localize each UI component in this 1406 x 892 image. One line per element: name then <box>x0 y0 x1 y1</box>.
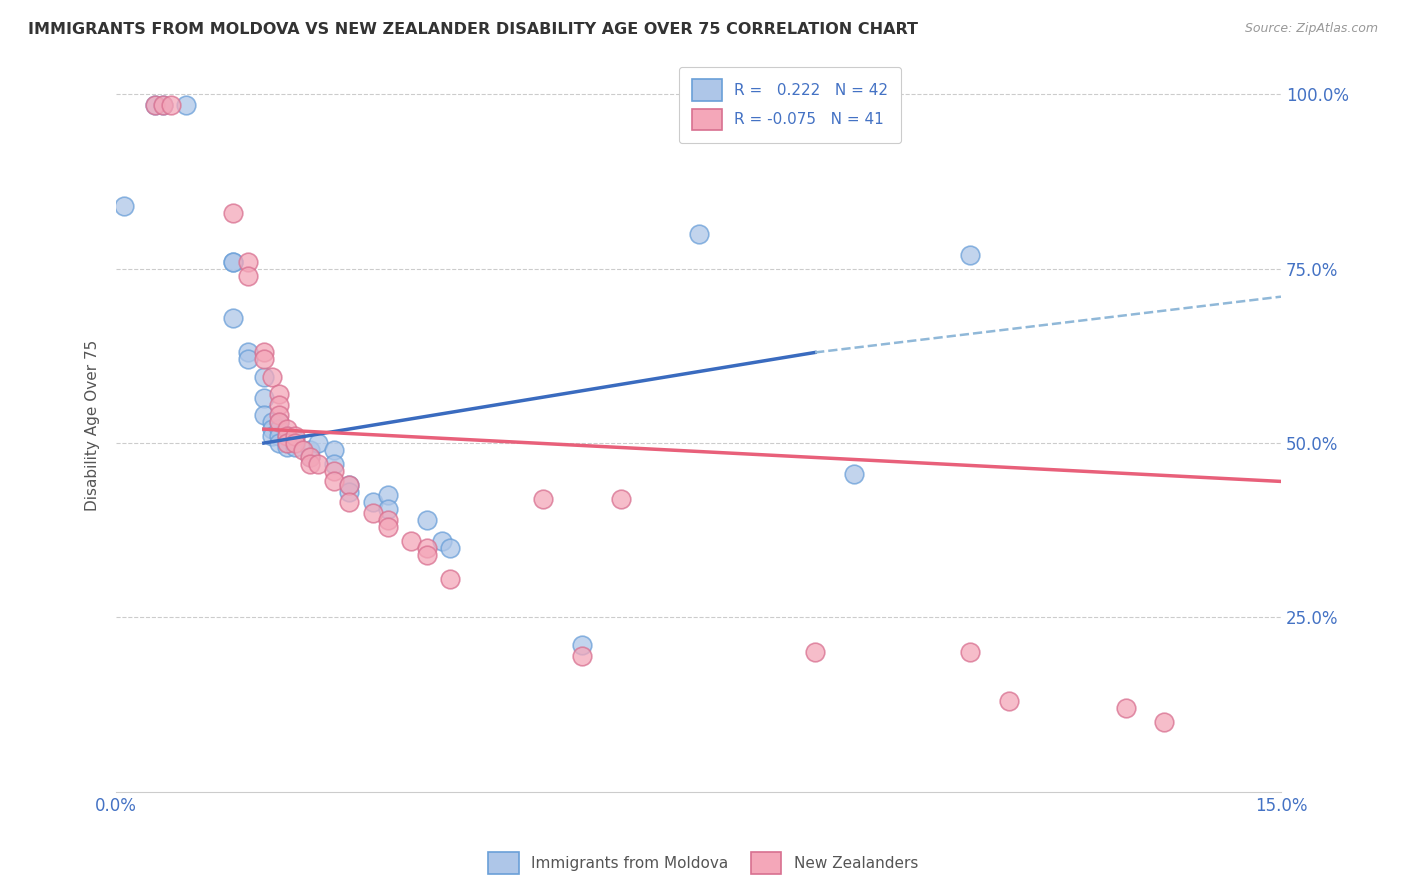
Point <box>337 478 360 492</box>
Point <box>291 443 314 458</box>
Point <box>307 457 329 471</box>
Text: IMMIGRANTS FROM MOLDOVA VS NEW ZEALANDER DISABILITY AGE OVER 75 CORRELATION CHAR: IMMIGRANTS FROM MOLDOVA VS NEW ZEALANDER… <box>28 22 918 37</box>
Point <box>377 513 399 527</box>
Point <box>1153 714 1175 729</box>
Point <box>269 429 291 443</box>
Point <box>416 513 439 527</box>
Point <box>1115 701 1137 715</box>
Point <box>260 415 283 429</box>
Point <box>401 533 423 548</box>
Point <box>361 506 384 520</box>
Point <box>307 436 329 450</box>
Point <box>571 638 593 652</box>
Point <box>322 475 344 489</box>
Point <box>337 478 360 492</box>
Legend: R =   0.222   N = 42, R = -0.075   N = 41: R = 0.222 N = 42, R = -0.075 N = 41 <box>679 67 901 143</box>
Point <box>416 548 439 562</box>
Point <box>337 495 360 509</box>
Point <box>284 429 307 443</box>
Point <box>253 345 276 359</box>
Point <box>377 502 399 516</box>
Point <box>269 408 291 422</box>
Point <box>439 541 461 555</box>
Point <box>276 422 298 436</box>
Point <box>276 429 298 443</box>
Point <box>610 491 633 506</box>
Point <box>959 645 981 659</box>
Point <box>299 450 322 464</box>
Point <box>238 254 260 268</box>
Point <box>222 206 245 220</box>
Point <box>253 408 276 422</box>
Point <box>432 533 454 548</box>
Point <box>276 440 298 454</box>
Point <box>269 415 291 429</box>
Point <box>269 422 291 436</box>
Point <box>260 369 283 384</box>
Point <box>299 450 322 464</box>
Point <box>260 429 283 443</box>
Point <box>222 310 245 325</box>
Point <box>688 227 710 241</box>
Point <box>299 457 322 471</box>
Point <box>842 467 865 482</box>
Point <box>269 387 291 401</box>
Point <box>238 352 260 367</box>
Point <box>159 98 181 112</box>
Legend: Immigrants from Moldova, New Zealanders: Immigrants from Moldova, New Zealanders <box>482 846 924 880</box>
Point <box>377 520 399 534</box>
Point <box>269 415 291 429</box>
Point <box>439 572 461 586</box>
Point <box>284 440 307 454</box>
Point <box>571 648 593 663</box>
Point <box>222 254 245 268</box>
Point <box>253 352 276 367</box>
Point <box>143 98 166 112</box>
Point <box>143 98 166 112</box>
Point <box>112 199 135 213</box>
Point <box>260 422 283 436</box>
Point <box>238 268 260 283</box>
Text: Source: ZipAtlas.com: Source: ZipAtlas.com <box>1244 22 1378 36</box>
Point <box>337 484 360 499</box>
Point <box>299 443 322 458</box>
Point <box>174 98 197 112</box>
Point <box>959 248 981 262</box>
Point <box>152 98 174 112</box>
Point <box>531 491 554 506</box>
Point <box>276 436 298 450</box>
Point <box>804 645 827 659</box>
Point <box>222 254 245 268</box>
Point <box>284 433 307 447</box>
Y-axis label: Disability Age Over 75: Disability Age Over 75 <box>86 340 100 511</box>
Point <box>322 443 344 458</box>
Point <box>276 429 298 443</box>
Point <box>361 495 384 509</box>
Point <box>322 464 344 478</box>
Point <box>416 541 439 555</box>
Point <box>253 369 276 384</box>
Point <box>998 694 1021 708</box>
Point <box>322 457 344 471</box>
Point <box>284 436 307 450</box>
Point <box>152 98 174 112</box>
Point <box>276 436 298 450</box>
Point <box>269 436 291 450</box>
Point <box>238 345 260 359</box>
Point <box>253 391 276 405</box>
Point <box>377 488 399 502</box>
Point <box>269 398 291 412</box>
